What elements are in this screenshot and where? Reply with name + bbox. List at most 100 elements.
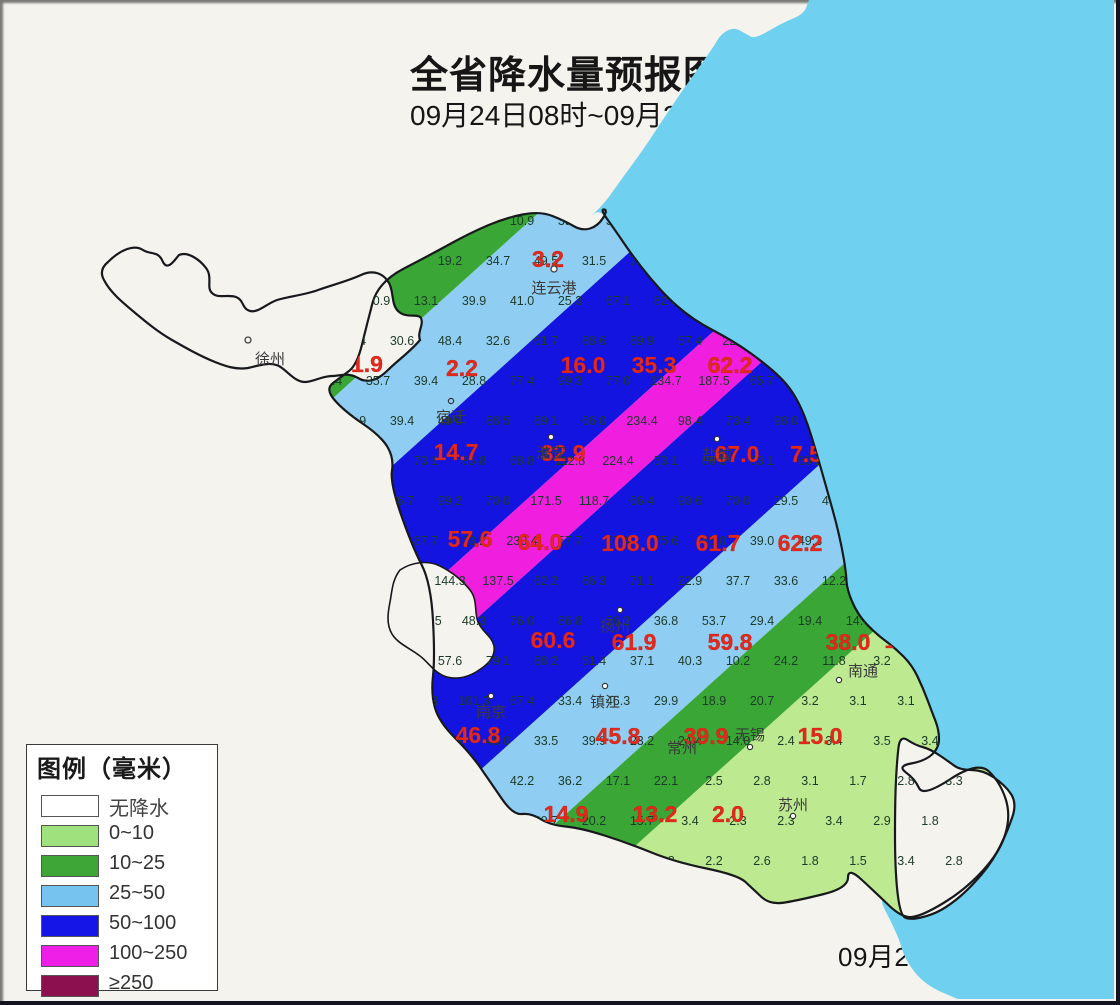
svg-text:2.9: 2.9: [873, 814, 890, 828]
svg-text:42.8: 42.8: [318, 454, 342, 468]
svg-text:35.6: 35.6: [438, 814, 462, 828]
svg-text:88.6: 88.6: [582, 334, 606, 348]
svg-text:36.2: 36.2: [558, 774, 582, 788]
svg-text:88.2: 88.2: [534, 654, 558, 668]
svg-text:扬州: 扬州: [600, 618, 630, 635]
svg-text:48.3: 48.3: [462, 614, 486, 628]
svg-text:66.0: 66.0: [582, 414, 606, 428]
svg-text:2.8: 2.8: [753, 774, 770, 788]
svg-text:42.2: 42.2: [510, 774, 534, 788]
svg-text:83.6: 83.6: [342, 574, 366, 588]
svg-text:57.6: 57.6: [438, 654, 462, 668]
svg-text:宿迁: 宿迁: [436, 409, 466, 426]
svg-text:87.3: 87.3: [390, 734, 414, 748]
svg-text:144.3: 144.3: [434, 574, 465, 588]
svg-text:89.1: 89.1: [534, 414, 558, 428]
svg-text:88.5: 88.5: [486, 414, 510, 428]
svg-text:徐州: 徐州: [255, 351, 285, 368]
svg-text:3.1: 3.1: [897, 694, 914, 708]
svg-text:67.3: 67.3: [318, 854, 342, 868]
svg-text:63.2: 63.2: [390, 814, 414, 828]
svg-text:57.6: 57.6: [448, 526, 493, 552]
svg-text:19.4: 19.4: [798, 614, 822, 628]
svg-text:3.2: 3.2: [532, 246, 564, 272]
svg-text:86.8: 86.8: [558, 614, 582, 628]
svg-text:镇江: 镇江: [590, 694, 620, 711]
svg-text:59.8: 59.8: [708, 629, 753, 655]
svg-text:48.4: 48.4: [438, 334, 462, 348]
svg-text:45.8: 45.8: [596, 723, 641, 749]
svg-text:35.3: 35.3: [632, 352, 677, 378]
svg-text:46.8: 46.8: [456, 722, 501, 748]
svg-text:37.1: 37.1: [630, 654, 654, 668]
svg-text:57.4: 57.4: [678, 334, 702, 348]
svg-text:76.0: 76.0: [510, 614, 534, 628]
svg-text:常州: 常州: [667, 740, 697, 757]
svg-text:224.4: 224.4: [602, 454, 633, 468]
svg-text:31.5: 31.5: [582, 254, 606, 268]
svg-text:17.1: 17.1: [606, 774, 630, 788]
svg-text:90.8: 90.8: [366, 774, 390, 788]
svg-text:64.0: 64.0: [518, 529, 563, 555]
svg-text:13.2: 13.2: [633, 801, 678, 827]
svg-text:41.1: 41.1: [486, 814, 510, 828]
svg-text:14.7: 14.7: [434, 439, 479, 465]
svg-text:3.5: 3.5: [873, 734, 890, 748]
svg-text:3.4: 3.4: [897, 854, 914, 868]
svg-text:118.7: 118.7: [579, 494, 609, 508]
svg-text:3.4: 3.4: [921, 734, 938, 748]
svg-text:104.3: 104.3: [362, 694, 393, 708]
svg-text:62.2: 62.2: [534, 574, 558, 588]
svg-text:1.8: 1.8: [921, 814, 938, 828]
svg-text:苏州: 苏州: [778, 797, 808, 814]
svg-text:67.1: 67.1: [606, 294, 630, 308]
svg-text:86.3: 86.3: [582, 574, 606, 588]
svg-text:137.5: 137.5: [482, 574, 513, 588]
svg-text:53.7: 53.7: [702, 614, 726, 628]
svg-text:90.6: 90.6: [318, 614, 342, 628]
svg-text:93.1: 93.1: [366, 534, 390, 548]
svg-text:39.9: 39.9: [462, 294, 486, 308]
svg-text:48.2: 48.2: [414, 854, 438, 868]
svg-text:2.2: 2.2: [446, 355, 478, 381]
svg-text:2.4: 2.4: [777, 734, 794, 748]
svg-text:3.5: 3.5: [609, 854, 626, 868]
svg-text:南通: 南通: [848, 663, 878, 680]
svg-text:42.9: 42.9: [342, 414, 366, 428]
svg-text:21.5: 21.5: [462, 214, 486, 228]
svg-text:盐城: 盐城: [702, 447, 732, 464]
svg-text:22.1: 22.1: [654, 774, 678, 788]
svg-text:29.4: 29.4: [750, 614, 774, 628]
svg-text:13.1: 13.1: [414, 294, 438, 308]
svg-text:33.4: 33.4: [558, 694, 582, 708]
svg-text:16.0: 16.0: [561, 352, 606, 378]
svg-text:77.0: 77.0: [606, 374, 630, 388]
svg-text:39.5: 39.5: [558, 214, 582, 228]
svg-text:40.3: 40.3: [678, 654, 702, 668]
svg-text:30.6: 30.6: [390, 334, 414, 348]
svg-text:3.1: 3.1: [801, 774, 818, 788]
svg-text:1.5: 1.5: [849, 854, 866, 868]
svg-text:2.2: 2.2: [705, 854, 722, 868]
svg-text:39.4: 39.4: [414, 374, 438, 388]
svg-text:51.4: 51.4: [582, 654, 606, 668]
svg-text:2.5: 2.5: [705, 774, 722, 788]
svg-text:61.7: 61.7: [534, 334, 558, 348]
svg-text:1.7: 1.7: [849, 774, 866, 788]
svg-text:1.8: 1.8: [801, 854, 818, 868]
svg-text:12.2: 12.2: [822, 574, 846, 588]
svg-text:65.7: 65.7: [750, 374, 774, 388]
svg-text:65.6: 65.6: [414, 774, 438, 788]
svg-text:淮安: 淮安: [536, 445, 566, 462]
svg-text:197.8: 197.8: [314, 694, 345, 708]
svg-text:23.3: 23.3: [366, 854, 390, 868]
svg-text:14.9: 14.9: [544, 801, 589, 827]
svg-text:34.7: 34.7: [486, 254, 510, 268]
svg-text:20.7: 20.7: [750, 694, 774, 708]
svg-text:37.7: 37.7: [726, 574, 750, 588]
svg-text:无锡: 无锡: [735, 727, 765, 744]
svg-text:33.5: 33.5: [534, 734, 558, 748]
svg-text:18.9: 18.9: [702, 694, 726, 708]
svg-text:26.5: 26.5: [366, 454, 390, 468]
svg-text:24.2: 24.2: [774, 654, 798, 668]
